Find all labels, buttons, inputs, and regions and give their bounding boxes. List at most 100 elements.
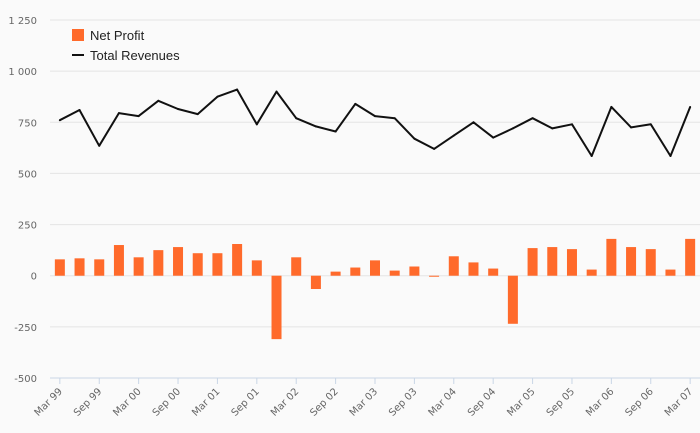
x-tick-label: Sep 00 — [151, 386, 183, 418]
y-tick-label: -500 — [14, 374, 37, 385]
x-tick-label: Mar 00 — [111, 386, 143, 418]
total-revenues-point — [531, 117, 534, 120]
total-revenues-point — [393, 117, 396, 120]
total-revenues-point — [610, 105, 613, 108]
net-profit-bar — [173, 247, 184, 276]
net-profit-bar — [310, 275, 321, 290]
x-tick-label: Sep 02 — [308, 386, 340, 418]
total-revenues-point — [649, 123, 652, 126]
x-tick-label: Sep 04 — [466, 386, 498, 418]
x-tick-label: Mar 04 — [427, 386, 459, 418]
total-revenues-line — [59, 88, 692, 157]
net-profit-bar — [507, 275, 518, 324]
y-tick-label: 1 000 — [8, 67, 37, 78]
total-revenues-point — [78, 109, 81, 112]
total-revenues-line-group — [58, 88, 692, 158]
x-tick-label: Mar 99 — [33, 386, 65, 418]
total-revenues-point — [117, 112, 120, 115]
net-profit-bars — [54, 238, 696, 340]
total-revenues-point — [570, 123, 573, 126]
total-revenues-point — [177, 107, 180, 110]
net-profit-bar — [94, 259, 105, 276]
y-tick-label: 0 — [31, 272, 37, 283]
x-tick-label: Sep 99 — [72, 386, 104, 418]
net-profit-bar — [566, 249, 577, 276]
total-revenues-point — [354, 102, 357, 105]
net-profit-bar — [192, 253, 203, 276]
axes: -500 -250 0 250 500 750 1 000 1 250 Mar 99 Sep 99… — [8, 16, 700, 419]
x-tick-label: Mar 05 — [505, 386, 537, 418]
total-revenues-point — [374, 115, 376, 118]
x-tick-label: Mar 07 — [663, 386, 695, 418]
net-profit-bar — [645, 249, 656, 276]
net-profit-bar — [291, 257, 302, 276]
net-profit-bar — [271, 275, 282, 340]
total-revenues-point — [255, 123, 258, 126]
x-tick-label: Sep 06 — [624, 386, 656, 418]
total-revenues-point — [216, 95, 219, 98]
net-profit-bar — [153, 250, 164, 276]
net-profit-bar — [468, 262, 479, 276]
total-revenues-point — [137, 115, 140, 118]
total-revenues-point — [492, 136, 495, 139]
x-tick-label: Sep 01 — [230, 386, 262, 418]
total-revenues-point — [236, 88, 239, 91]
net-profit-bar — [685, 238, 696, 276]
net-profit-bar — [251, 260, 262, 276]
legend-swatch-net-profit — [72, 29, 84, 41]
net-profit-bar — [606, 238, 617, 276]
net-profit-bar — [330, 271, 341, 276]
net-profit-bar — [370, 260, 380, 276]
total-revenues-point — [590, 155, 593, 158]
x-tick-label: Sep 05 — [545, 386, 577, 418]
grid-lines — [50, 19, 700, 379]
total-revenues-point — [413, 137, 416, 140]
net-profit-bar — [626, 247, 637, 276]
total-revenues-point — [314, 125, 317, 128]
x-tick-label: Mar 03 — [348, 386, 380, 418]
total-revenues-point — [275, 90, 278, 93]
total-revenues-point — [433, 147, 436, 150]
net-profit-bar — [113, 245, 124, 276]
net-profit-bar — [448, 256, 459, 276]
y-tick-label: 250 — [18, 221, 37, 232]
total-revenues-point — [98, 144, 101, 147]
net-profit-bar — [74, 258, 85, 276]
total-revenues-point — [472, 121, 475, 124]
net-profit-bar — [133, 257, 144, 276]
net-profit-bar — [527, 248, 538, 276]
total-revenues-point — [157, 99, 160, 102]
y-tick-label: 1 250 — [8, 16, 37, 27]
x-tick-label: Mar 02 — [269, 386, 301, 418]
total-revenues-point — [58, 119, 61, 122]
x-tick-label: Mar 06 — [584, 386, 616, 418]
total-revenues-point — [295, 117, 298, 120]
y-tick-label: -250 — [14, 323, 37, 334]
net-profit-bar — [665, 269, 676, 276]
net-profit-bar — [54, 259, 65, 276]
net-profit-bar — [409, 266, 420, 276]
total-revenues-point — [630, 126, 633, 129]
y-tick-label: 750 — [18, 118, 37, 129]
net-profit-bar — [586, 269, 597, 276]
net-profit-bar — [350, 267, 361, 276]
net-profit-bar — [212, 253, 223, 276]
x-tick-label: Sep 03 — [387, 386, 419, 418]
total-revenues-point — [511, 127, 514, 130]
total-revenues-point — [452, 134, 455, 137]
x-tick-label: Mar 01 — [190, 386, 222, 418]
total-revenues-point — [196, 113, 199, 116]
total-revenues-point — [551, 127, 554, 130]
total-revenues-point — [669, 155, 672, 158]
total-revenues-point — [689, 105, 692, 108]
total-revenues-point — [334, 130, 337, 133]
legend-label-total-revenues: Total Revenues — [90, 48, 180, 63]
net-profit-bar — [389, 270, 400, 276]
y-tick-label: 500 — [18, 169, 37, 180]
net-profit-bar — [547, 247, 558, 276]
net-profit-bar — [232, 244, 243, 276]
net-profit-bar — [429, 275, 440, 277]
net-profit-bar — [488, 268, 499, 276]
